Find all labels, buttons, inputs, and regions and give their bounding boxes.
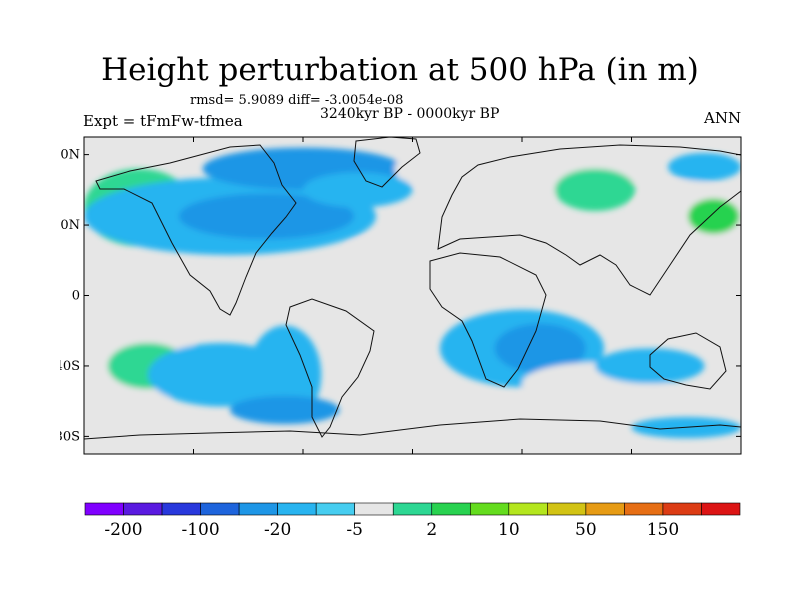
colorbar-labels: -200 -100 -20 -5 2 10 50 150 xyxy=(104,520,679,540)
colorbar-box xyxy=(431,502,471,516)
season-label: ANN xyxy=(704,109,742,127)
colorbar-label: 50 xyxy=(575,520,597,540)
lon-tick-label: 120E xyxy=(614,464,648,465)
coastline-layer xyxy=(84,137,741,440)
field-region-3 xyxy=(178,193,355,240)
lon-tick-label: 180 xyxy=(729,464,754,465)
stats-subtitle: rmsd= 5.9089 diff= -3.0054e-08 xyxy=(190,93,404,108)
lon-tick-label: 0 xyxy=(408,464,416,465)
field-region-17 xyxy=(230,395,340,425)
field-region-10 xyxy=(688,198,740,234)
time-period: 3240kyr BP - 0000kyr BP xyxy=(320,106,500,122)
colorbar-box xyxy=(277,502,317,516)
lon-tick-label: 180 xyxy=(72,464,97,465)
colorbar-box xyxy=(161,502,201,516)
height-field-layer xyxy=(84,140,741,439)
map-ticks: 80N 40N 0 40S 80S 180 120W 60W 0 60E 120E 180 xyxy=(60,137,753,465)
lat-tick-label: 0 xyxy=(72,289,80,304)
coastline-greenland xyxy=(353,137,421,188)
lon-tick-label: 60W xyxy=(288,464,319,465)
colorbar-box xyxy=(469,502,510,516)
colorbar-box xyxy=(624,502,664,516)
lon-tick-label: 60E xyxy=(509,464,535,465)
coastline-antarctica xyxy=(84,418,741,440)
colorbar-box xyxy=(123,502,163,516)
lat-tick-label: 80N xyxy=(60,148,80,163)
field-region-12 xyxy=(622,256,714,282)
field-region-23 xyxy=(357,401,614,437)
field-region-9 xyxy=(631,181,741,252)
field-region-20 xyxy=(339,351,413,381)
lat-tick-label: 80S xyxy=(60,429,80,444)
coastline-eurasia xyxy=(437,144,741,296)
colorbar-box xyxy=(392,502,433,516)
lon-tick-label: 120W xyxy=(174,464,213,465)
coastline-australia xyxy=(649,332,727,390)
coastline-africa xyxy=(429,252,547,388)
coastline-south-america xyxy=(285,298,375,438)
lat-tick-label: 40N xyxy=(60,218,80,233)
colorbar: -200 -100 -20 -5 2 10 50 150 xyxy=(84,502,741,540)
experiment-label: Expt = tFmFw-tfmea xyxy=(83,112,243,130)
colorbar-label: -100 xyxy=(181,520,219,540)
colorbar-label: -20 xyxy=(264,520,291,540)
field-region-8 xyxy=(554,168,636,211)
colorbar-boxes xyxy=(84,502,741,516)
field-region-19 xyxy=(494,323,586,373)
plot-title: Height perturbation at 500 hPa (in m) xyxy=(101,52,699,88)
colorbar-box xyxy=(84,502,124,516)
colorbar-box xyxy=(354,502,394,516)
colorbar-box xyxy=(200,502,240,516)
colorbar-label: 2 xyxy=(426,520,437,540)
colorbar-box xyxy=(508,502,548,516)
colorbar-box xyxy=(238,502,278,516)
lat-tick-label: 40S xyxy=(60,359,80,374)
colorbar-label: 10 xyxy=(498,520,520,540)
field-region-11 xyxy=(668,152,741,182)
colorbar-box xyxy=(547,502,587,516)
contour-map: 80N 40N 0 40S 80S 180 120W 60W 0 60E 120E 180 xyxy=(60,136,753,465)
field-region-5 xyxy=(303,172,413,208)
colorbar-box xyxy=(585,502,625,516)
colorbar-label: 150 xyxy=(647,520,679,540)
colorbar-box xyxy=(315,502,356,516)
field-region-6 xyxy=(348,230,659,263)
colorbar-box xyxy=(662,502,702,516)
colorbar-label: -5 xyxy=(346,520,363,540)
colorbar-box xyxy=(701,502,741,516)
coastline-north-america xyxy=(95,144,297,316)
colorbar-label: -200 xyxy=(104,520,142,540)
